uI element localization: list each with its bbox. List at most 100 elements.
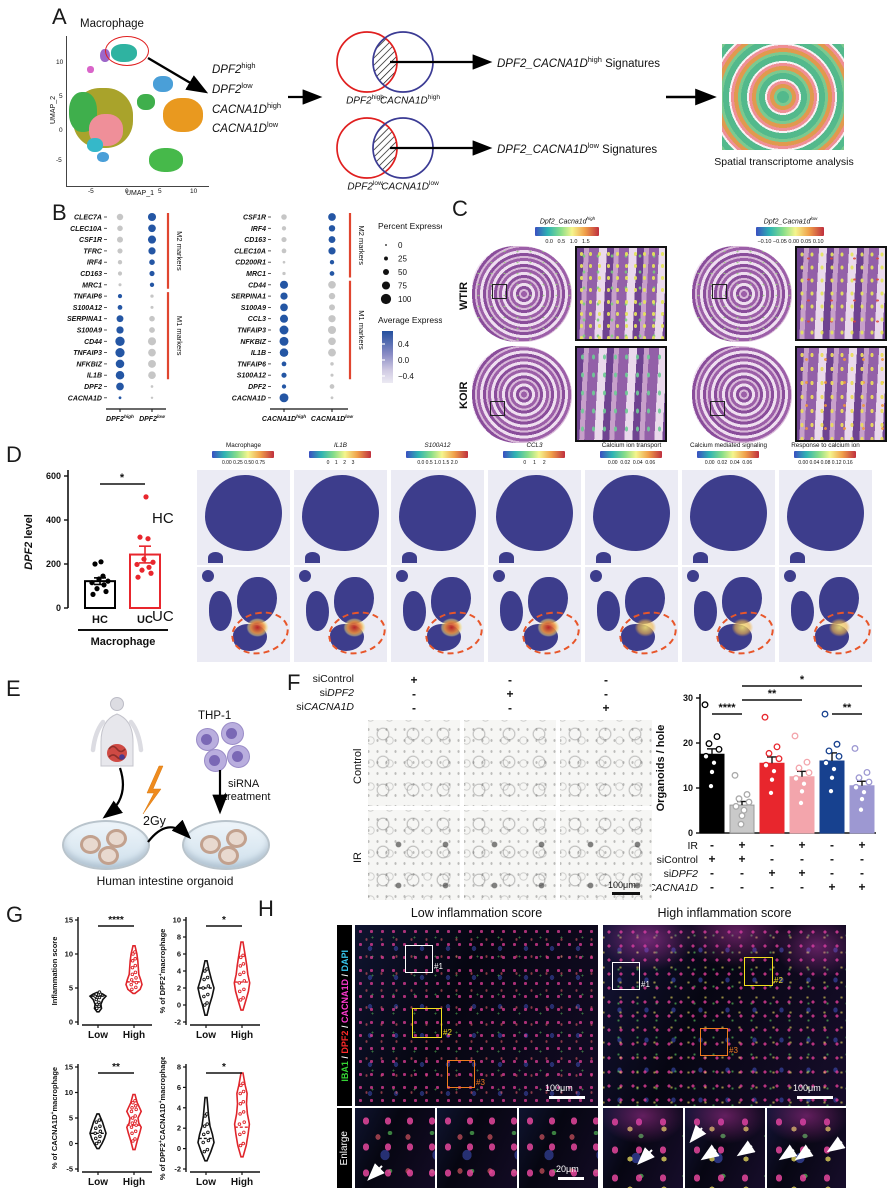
y-tick: 20 [683,738,693,748]
c-wtir-low-section [692,246,792,342]
marker-bracket-label: M2 markers [357,225,366,265]
channel-name: IBA1 [339,1060,350,1082]
expression-dot [149,270,155,277]
sirna-label-2: treatment [224,791,271,803]
data-point [863,768,871,776]
group-axis-label: Macrophage [91,636,156,648]
data-point [792,775,800,782]
panel-label-c: C [452,196,468,221]
h-enlarge-scale-label: 20μm [556,1164,579,1174]
h-high-enlarge-2 [685,1108,765,1188]
expression-dot [328,225,336,232]
data-point [803,758,811,766]
data-point [143,494,149,500]
dose-label: 2Gy [143,814,166,828]
umap-cluster [97,152,109,162]
d-map-colorbar-ticks: 0.00 0.02 0.04 0.06 [607,460,656,466]
organoid [80,835,101,854]
expression-dot [328,315,336,323]
d-map-title: Calcium mediated signaling [689,442,767,449]
y-tick: 0 [56,603,61,613]
umap-cluster [100,49,110,62]
f-condition-value: - [604,687,608,701]
d-map-colorbar-ticks: 0.00 0.25 0.50 0.75 [221,460,266,466]
venn-top-overlap [372,37,398,87]
expression-dot [328,292,336,300]
c-colorbar-high [535,227,599,236]
d-map-hc-4 [585,470,678,565]
c-colorbar-low-ticks: −0.10 −0.05 0.00 0.05 0.10 [757,239,824,245]
data-point [743,791,751,798]
y-tick: 6 [177,950,181,959]
data-point [828,774,836,782]
matrix-value: + [858,838,865,852]
human-figure-arm [128,719,144,753]
x-category-label: Low [88,1177,108,1188]
d-map-title: Calcium ion transport [601,442,662,449]
venn-top-right-label: CACNA1Dhigh [379,94,441,107]
average-expression-tick: −0.4 [398,372,414,381]
data-point [745,798,753,806]
matrix-value: - [800,880,804,894]
percent-expressed-tick: 25 [398,255,407,264]
gene-label: S100A12 [73,305,102,312]
h-title-low: Low inflammation score [410,906,543,920]
gene-label: S100A9 [77,328,102,335]
h-low-box-3-label: #3 [476,1078,485,1087]
data-point [855,774,863,782]
expression-dot [281,214,287,220]
expression-dot [329,271,335,276]
y-tick: 8 [177,933,181,942]
h-high-box-1-label: #1 [641,980,650,989]
organoid [200,835,221,854]
expression-dot [116,315,124,323]
f-organoid-image-control-sidpf2 [464,720,556,806]
data-point [833,740,841,748]
data-point [139,567,145,573]
d-row-hc-label: HC [152,510,174,527]
d-map-uc-5 [682,567,775,662]
y-tick: 2 [177,1124,181,1133]
venn-bottom-overlap [372,123,398,173]
matrix-value: - [830,838,834,852]
y-axis-label: Inflammation score [50,937,59,1006]
y-tick: 10 [65,1088,73,1097]
matrix-value: + [768,866,775,880]
d-map-hc-2 [391,470,484,565]
data-point [798,787,806,795]
h-high-scale-bar [797,1096,833,1099]
h-high-enlarge-3 [767,1108,846,1188]
h-enlarge-scale-bar [558,1177,584,1180]
y-tick: 0 [69,1018,73,1027]
data-point [805,769,813,777]
d-map-hc-6 [779,470,872,565]
umap-plot [66,36,209,187]
organoid-dish-left [62,820,150,870]
h-low-enlarge-2 [437,1108,517,1188]
dotplot-panel: CLEC7A CLEC10A CSF1R TFRC IRF4 CD163 MRC1 TNFAI… [50,205,454,443]
matrix-value: - [740,866,744,880]
panel-label-a: A [52,4,67,29]
data-point [827,787,835,795]
gene-label: TNFAIP3 [237,328,266,335]
data-point [702,752,710,760]
h-enlarge-label: Enlarge [339,1130,350,1166]
umap-cluster [149,148,183,172]
y-tick: 400 [46,515,61,525]
data-point [800,780,808,788]
matrix-value: + [738,852,745,866]
expression-dot [147,235,157,244]
gene-label: TNFAIP6 [73,294,102,301]
x-category-label: High [231,1177,253,1188]
data-point [101,582,107,588]
y-tick: 10 [173,916,181,925]
gene-label: CD44 [84,339,102,346]
f-condition-value: - [412,687,416,701]
violin-svg: -2 0 2 4 6 8 % of DPF2+CACNA1D+macrophage * Low H… [158,1056,260,1188]
expression-dot [279,336,289,346]
data-point [821,710,829,718]
h-high-enlarge-1 [603,1108,683,1188]
umap-xlabel: UMAP_1 [125,190,154,197]
gene-label: TNFAIP6 [237,361,266,368]
data-point [137,534,143,540]
